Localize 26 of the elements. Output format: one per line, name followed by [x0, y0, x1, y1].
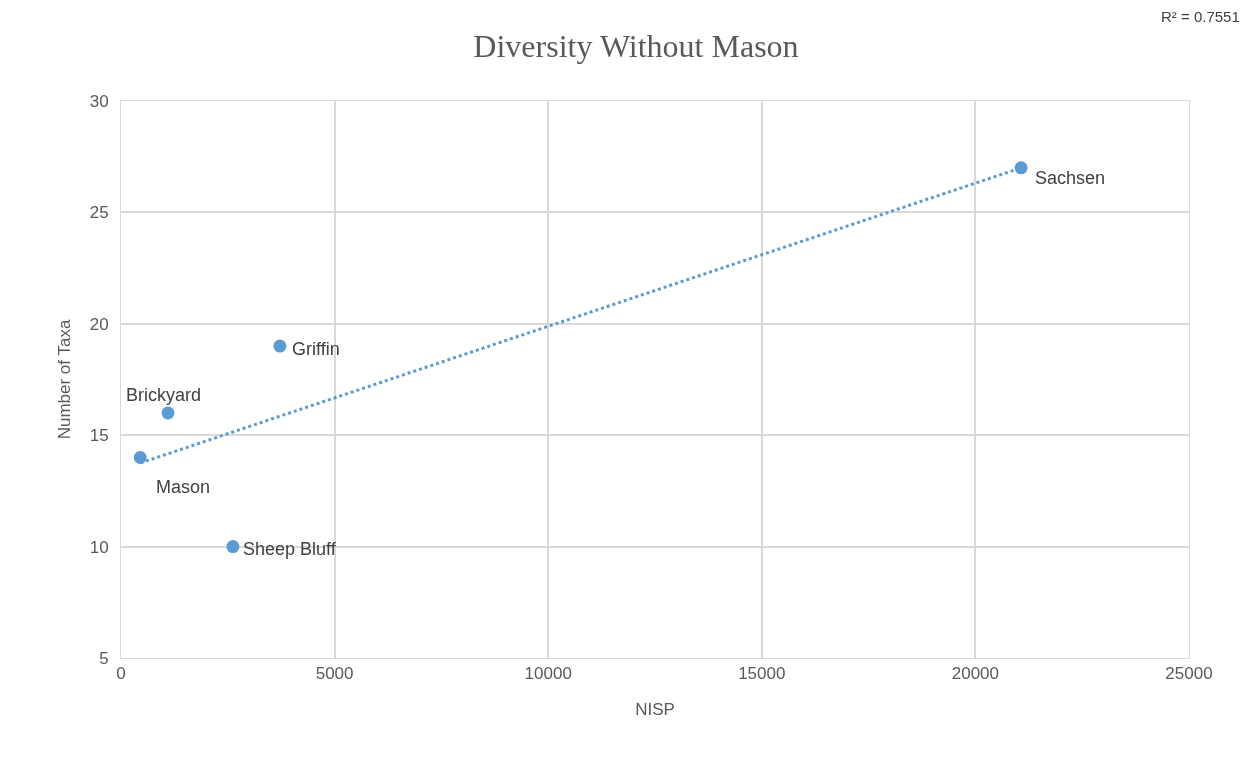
chart-title: Diversity Without Mason [473, 28, 799, 65]
y-axis-title: Number of Taxa [55, 319, 75, 440]
point [226, 540, 240, 554]
annotation: Sachsen [1035, 168, 1106, 188]
text: R² = 0.7551 [1161, 8, 1240, 25]
annotation: Brickyard [126, 385, 202, 405]
point [273, 339, 287, 353]
x-tick-label: 5000 [315, 664, 354, 684]
y-tick-label: 30 [89, 91, 109, 111]
point [161, 406, 175, 420]
y-tick-label: 15 [89, 426, 109, 446]
x-tick-label: 15000 [738, 664, 786, 684]
point [133, 450, 147, 464]
annotation: Sheep Bluff [243, 539, 337, 559]
annotation: Griffin [292, 339, 340, 359]
x-axis-title: NISP [635, 699, 675, 719]
y-tick-label: 10 [89, 537, 109, 557]
y-tick-label: 25 [89, 203, 109, 223]
y-tick-label: 20 [89, 314, 109, 334]
x-tick-label: 20000 [951, 664, 1000, 684]
point [1014, 161, 1028, 175]
annotation: Mason [156, 477, 211, 497]
x-tick-label: 0 [116, 664, 126, 684]
y-tick-label: 5 [99, 648, 109, 668]
x-tick-label: 10000 [524, 664, 572, 684]
x-tick-label: 25000 [1165, 664, 1213, 684]
